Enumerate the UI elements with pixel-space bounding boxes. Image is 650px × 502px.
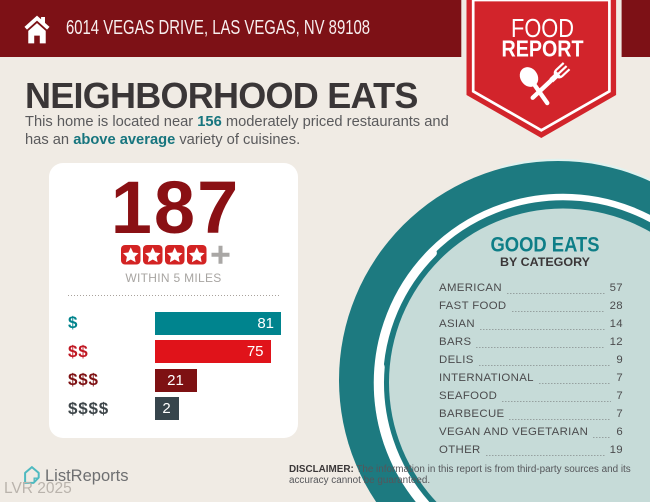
- svg-text:GOOD EATS: GOOD EATS: [491, 234, 600, 257]
- svg-text:FOOD: FOOD: [511, 15, 574, 43]
- svg-text:BY CATEGORY: BY CATEGORY: [500, 255, 590, 269]
- svg-text:REPORT: REPORT: [502, 36, 584, 62]
